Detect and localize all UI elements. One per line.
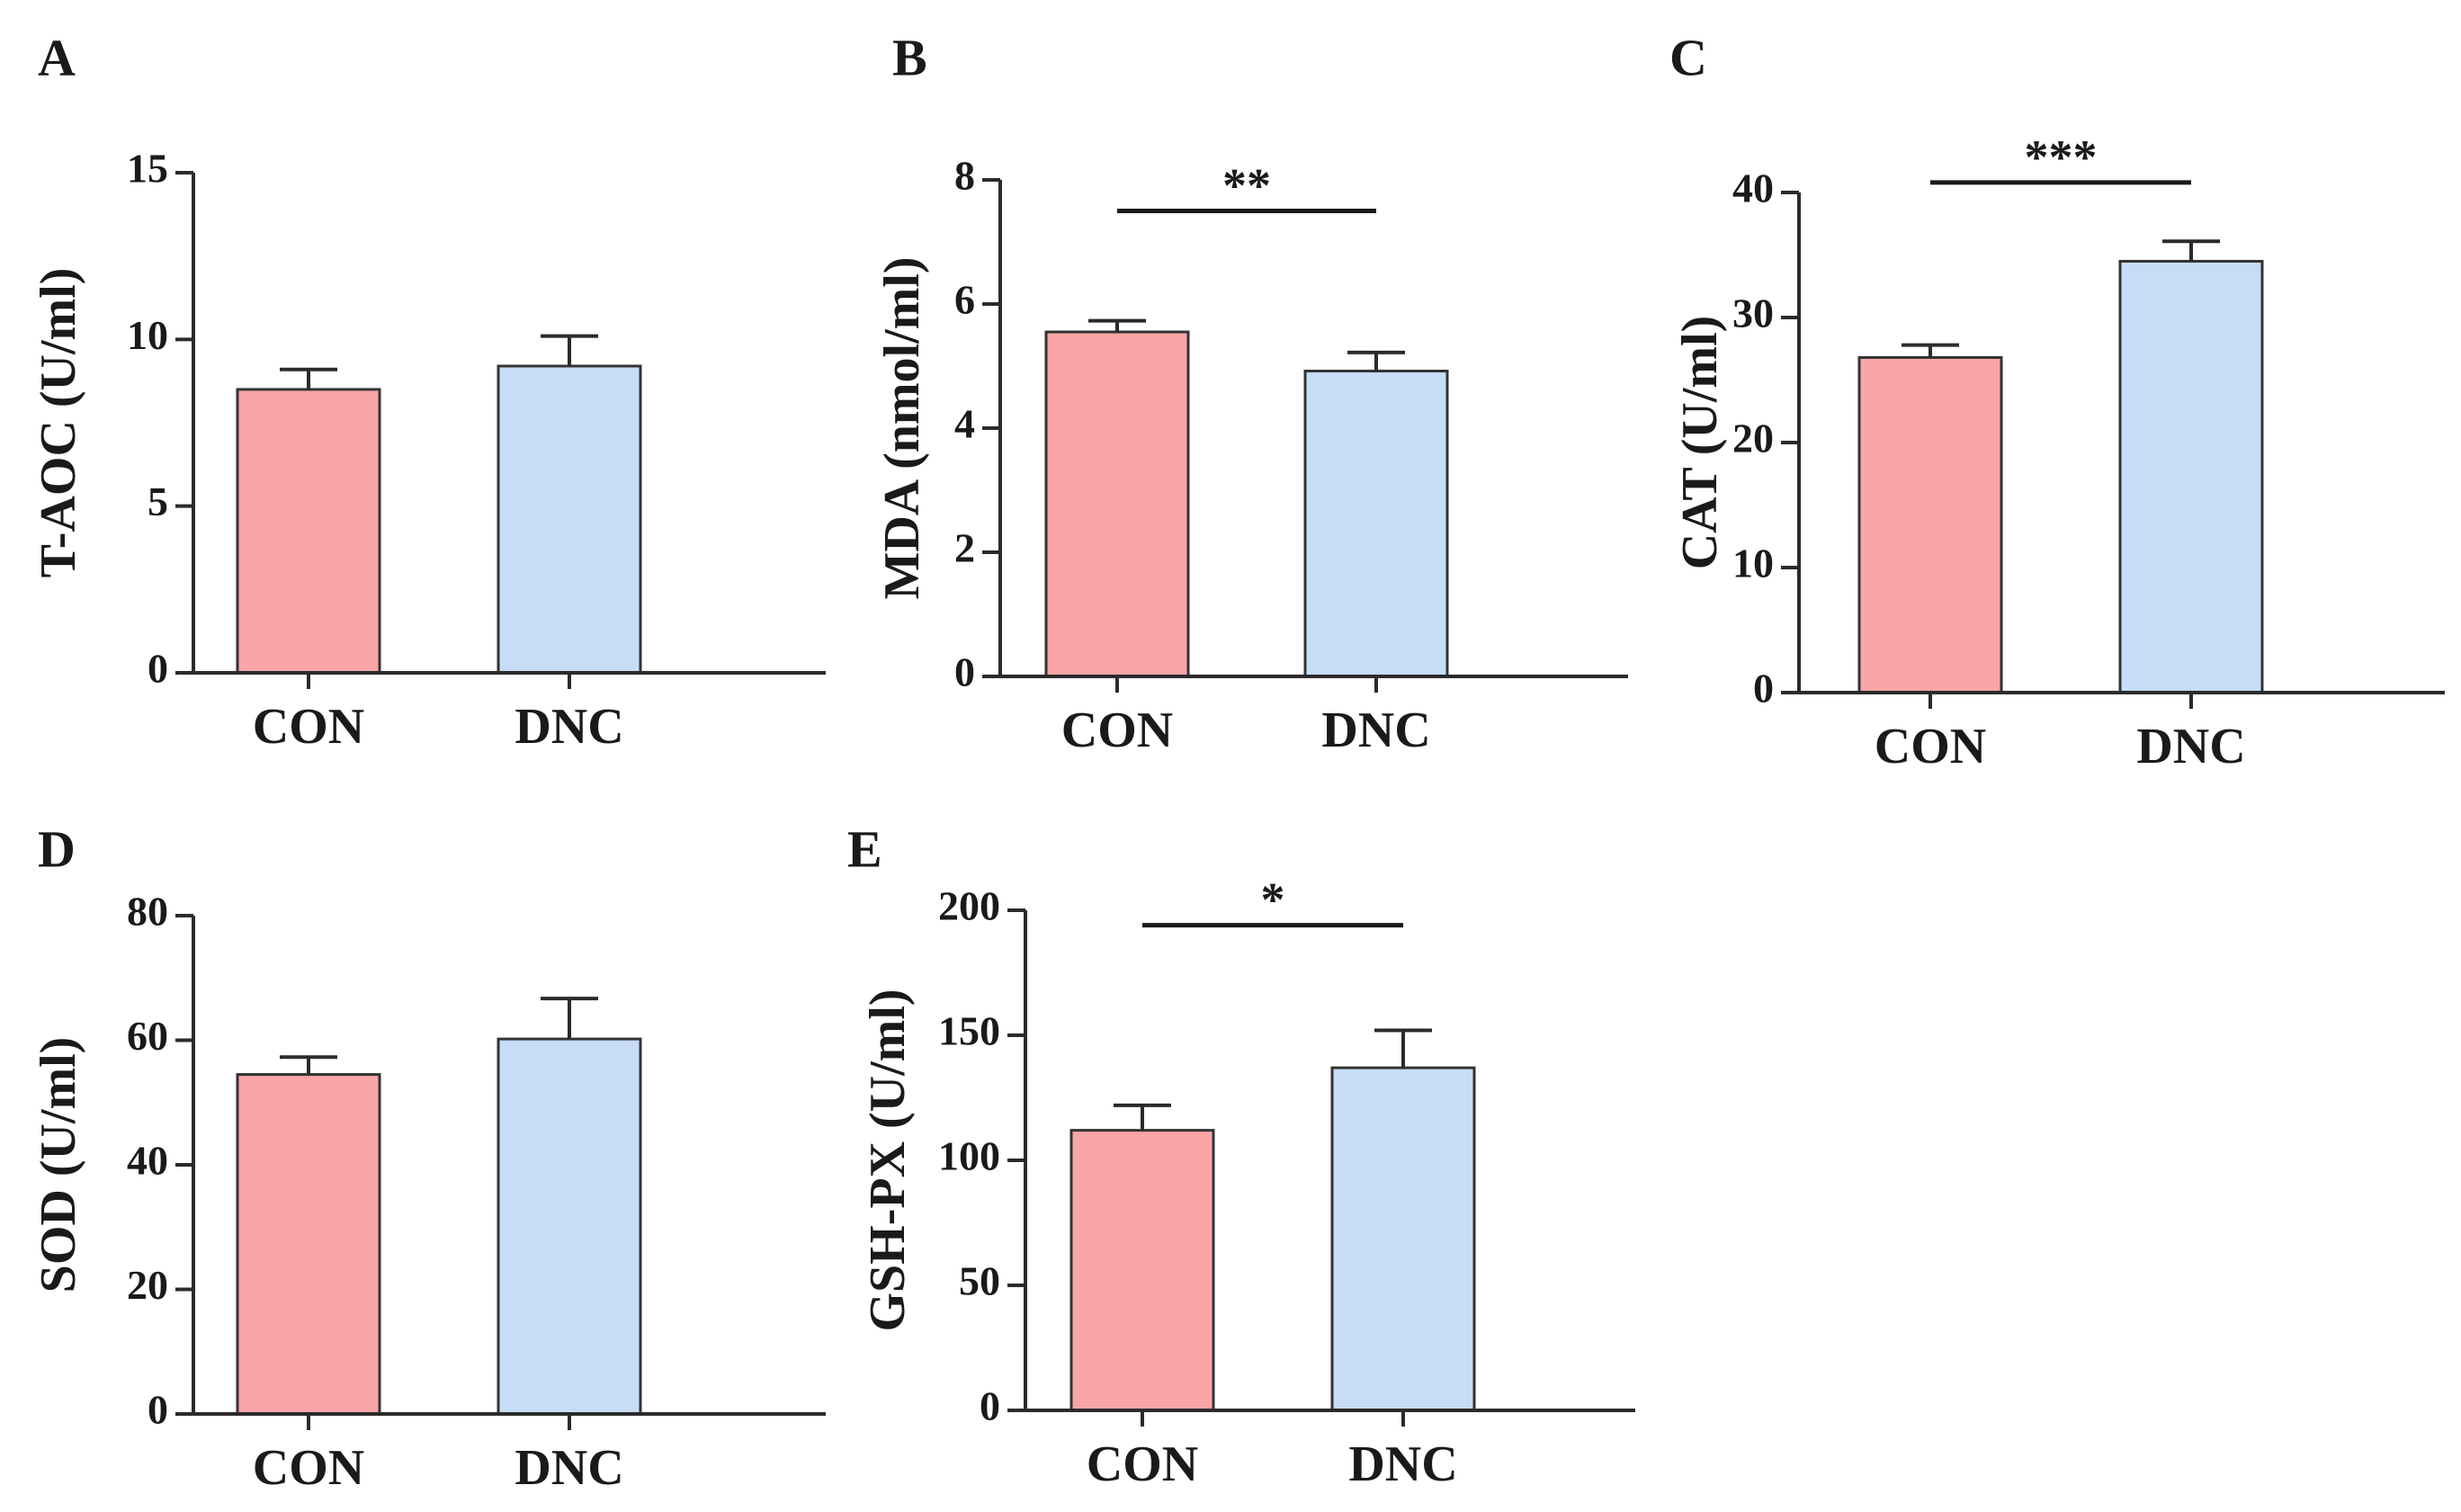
panel-e-letter: E xyxy=(847,819,882,878)
panel-d-letter: D xyxy=(38,819,76,878)
panel-e-ytick-100: 100 xyxy=(938,1133,1000,1179)
panel-b-bar-dnc xyxy=(1303,370,1449,678)
panel-e-xtick-dnc: DNC xyxy=(1348,1436,1457,1492)
panel-d-bar-dnc xyxy=(497,1037,642,1416)
panel-a-errorbar-dnc xyxy=(541,334,598,366)
panel-e-xtick-con: CON xyxy=(1087,1436,1198,1492)
panel-a-ytick-15: 15 xyxy=(127,146,168,192)
panel-a-xtick-con: CON xyxy=(253,699,364,755)
panel-a-bar-dnc xyxy=(497,364,642,675)
panel-d-errorbar-dnc xyxy=(541,997,598,1040)
panel-c-ytick-20: 20 xyxy=(1732,416,1774,461)
panel-e: E GSH-PX (U/ml) CON DNC 0 50 100 150 200 * xyxy=(847,819,1635,1492)
panel-a-bar-con xyxy=(236,388,381,675)
panel-c-xtick-con: CON xyxy=(1875,719,1986,774)
panel-a: A T-AOC (U/ml) CON DNC 0 5 10 15 xyxy=(31,28,826,755)
panel-c: C CAT (U/ml) CON DNC 0 10 20 30 40 *** xyxy=(1669,28,2445,774)
panel-e-ytick-150: 150 xyxy=(938,1008,1000,1054)
panel-e-ytick-0: 0 xyxy=(980,1383,1000,1429)
panel-d-ytick-20: 20 xyxy=(127,1262,168,1308)
panel-c-letter: C xyxy=(1669,28,1707,86)
panel-c-ytick-10: 10 xyxy=(1732,541,1774,586)
panel-d-ytick-80: 80 xyxy=(127,889,168,935)
panel-e-sig-label: * xyxy=(1261,873,1285,927)
panel-e-bar-con xyxy=(1069,1129,1215,1412)
panel-b-ytick-2: 2 xyxy=(954,525,975,571)
panel-b-xtick-dnc: DNC xyxy=(1321,702,1430,758)
panel-a-ytick-10: 10 xyxy=(127,312,168,358)
panel-c-bar-dnc xyxy=(2118,259,2264,694)
panel-d: D SOD (U/ml) CON DNC 0 20 40 60 80 xyxy=(31,819,826,1496)
panel-c-ytick-30: 30 xyxy=(1732,291,1774,336)
panel-d-errorbar-con xyxy=(280,1055,337,1075)
panel-b-ytick-6: 6 xyxy=(954,277,975,323)
panel-d-xtick-con: CON xyxy=(253,1440,364,1496)
panel-b: B MDA (nmol/ml) CON DNC 0 2 4 6 8 ** xyxy=(874,28,1628,758)
panel-d-ytick-40: 40 xyxy=(127,1138,168,1184)
panel-d-ytick-0: 0 xyxy=(148,1387,168,1433)
panel-b-xtick-con: CON xyxy=(1061,702,1173,758)
panel-a-ylabel: T-AOC (U/ml) xyxy=(31,268,86,578)
panel-d-ylabel: SOD (U/ml) xyxy=(31,1037,86,1293)
panel-e-errorbar-con xyxy=(1114,1103,1171,1131)
panel-c-errorbar-dnc xyxy=(2162,239,2220,262)
panel-c-ytick-0: 0 xyxy=(1753,666,1774,711)
panel-d-bar-con xyxy=(236,1073,381,1416)
panel-e-ytick-50: 50 xyxy=(959,1258,1000,1304)
panel-c-sig-label: *** xyxy=(2025,130,2098,184)
panel-a-ytick-5: 5 xyxy=(148,479,168,524)
panel-c-ytick-40: 40 xyxy=(1732,166,1774,211)
panel-b-sig-label: ** xyxy=(1222,159,1271,213)
panel-c-xtick-dnc: DNC xyxy=(2136,719,2245,774)
panel-c-ylabel: CAT (U/ml) xyxy=(1672,316,1728,570)
panel-a-errorbar-con xyxy=(280,367,337,389)
panel-b-ytick-4: 4 xyxy=(954,401,975,447)
panel-a-letter: A xyxy=(38,28,76,86)
panel-e-ytick-200: 200 xyxy=(938,883,1000,929)
panel-b-letter: B xyxy=(892,28,927,86)
panel-a-xtick-dnc: DNC xyxy=(515,699,623,755)
panel-e-errorbar-dnc xyxy=(1374,1028,1432,1069)
panel-d-xtick-dnc: DNC xyxy=(515,1440,623,1496)
panel-b-ytick-8: 8 xyxy=(954,153,975,199)
panel-e-ylabel: GSH-PX (U/ml) xyxy=(860,989,916,1331)
panel-b-errorbar-con xyxy=(1088,318,1146,333)
panel-d-ytick-60: 60 xyxy=(127,1013,168,1059)
panel-c-errorbar-con xyxy=(1902,343,1959,358)
panel-b-ytick-0: 0 xyxy=(954,649,975,695)
panel-a-ytick-0: 0 xyxy=(148,646,168,692)
panel-c-bar-con xyxy=(1857,355,2003,694)
panel-b-errorbar-dnc xyxy=(1347,350,1405,371)
panel-b-bar-con xyxy=(1044,330,1190,678)
panel-e-bar-dnc xyxy=(1330,1066,1476,1412)
panel-b-ylabel: MDA (nmol/ml) xyxy=(874,256,930,599)
